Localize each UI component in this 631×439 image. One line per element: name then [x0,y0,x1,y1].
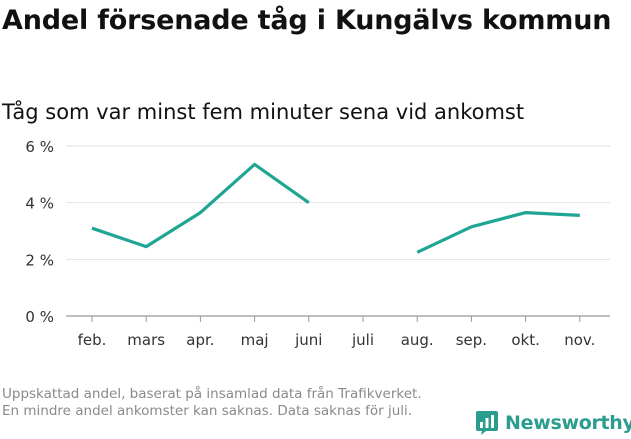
x-tick-label: juni [294,331,322,349]
footnote: Uppskattad andel, baserat på insamlad da… [2,386,422,419]
x-tick-label: okt. [511,331,540,349]
data-point[interactable] [198,211,202,215]
x-tick-label: juli [351,331,374,349]
data-point[interactable] [307,201,311,205]
x-tick-label: nov. [564,331,595,349]
y-tick-label: 4 % [25,195,54,213]
y-tick-label: 6 % [25,138,54,156]
series-line-segment [416,211,580,254]
logo-text: Newsworthy [505,412,631,434]
line-chart: 0 % 2 % 4 % 6 % feb. mars apr. maj juni juli aug.… [25,138,610,349]
series-lines [90,162,582,254]
y-tick-label: 2 % [25,251,54,269]
x-tick-label: mars [127,331,165,349]
series-line-segment [91,162,310,249]
chart-title: Andel försenade tåg i Kungälvs kommun [2,5,612,36]
x-tick-label: feb. [78,331,107,349]
data-point[interactable] [90,226,94,230]
data-point[interactable] [524,211,528,215]
data-point[interactable] [253,162,257,166]
x-tick-label: sep. [456,331,487,349]
x-axis-ticks: feb. mars apr. maj juni juli aug. sep. okt. nov. [78,316,595,349]
newsworthy-logo-icon [476,411,498,435]
y-tick-label: 0 % [25,308,54,326]
x-tick-label: aug. [401,331,434,349]
x-tick-label: maj [241,331,269,349]
x-tick-label: apr. [186,331,214,349]
data-point[interactable] [578,213,582,217]
data-point[interactable] [144,245,148,249]
y-axis-ticks: 0 % 2 % 4 % 6 % [25,138,54,326]
newsworthy-logo[interactable]: Newsworthy [475,409,631,437]
chart-subtitle: Tåg som var minst fem minuter sena vid a… [2,100,525,124]
grid-lines [66,145,610,317]
data-point[interactable] [415,250,419,254]
data-point[interactable] [469,225,473,229]
